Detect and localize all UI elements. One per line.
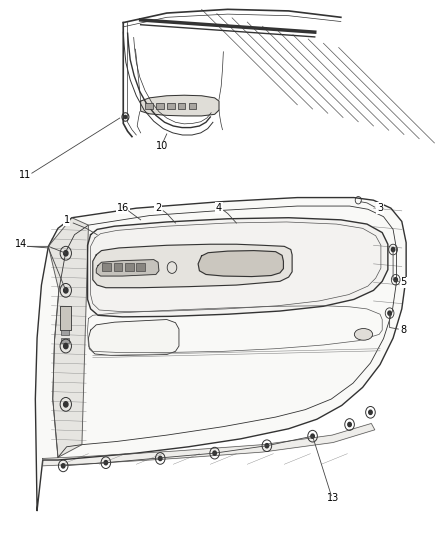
Text: 1: 1: [64, 215, 70, 225]
Polygon shape: [43, 423, 375, 466]
Circle shape: [394, 278, 397, 282]
Bar: [61, 338, 69, 343]
Text: 13: 13: [327, 492, 339, 503]
Circle shape: [124, 115, 127, 118]
Circle shape: [388, 311, 391, 316]
Polygon shape: [88, 319, 179, 356]
Circle shape: [348, 422, 351, 426]
Circle shape: [369, 410, 372, 415]
Text: 16: 16: [117, 203, 129, 213]
Bar: [125, 263, 134, 271]
Polygon shape: [93, 244, 292, 288]
Text: 14: 14: [15, 239, 27, 249]
Bar: [136, 263, 145, 271]
Bar: [167, 103, 175, 109]
Circle shape: [391, 247, 395, 252]
Bar: [145, 103, 153, 109]
Circle shape: [265, 443, 268, 448]
Text: 4: 4: [216, 203, 222, 213]
Bar: [102, 263, 111, 271]
Polygon shape: [96, 260, 159, 276]
Text: 3: 3: [377, 203, 383, 213]
Circle shape: [159, 456, 162, 461]
Circle shape: [213, 451, 216, 455]
Circle shape: [311, 434, 314, 438]
Circle shape: [104, 461, 108, 465]
Circle shape: [64, 343, 68, 349]
Bar: [178, 103, 185, 109]
Ellipse shape: [354, 328, 373, 340]
Text: 5: 5: [400, 277, 406, 287]
Text: 8: 8: [400, 325, 406, 335]
Circle shape: [61, 464, 65, 468]
Text: 10: 10: [156, 141, 169, 151]
Text: 2: 2: [155, 203, 161, 213]
Circle shape: [64, 288, 68, 293]
Polygon shape: [48, 217, 88, 457]
Polygon shape: [35, 198, 406, 511]
Bar: [156, 103, 164, 109]
Polygon shape: [141, 95, 219, 116]
Polygon shape: [198, 251, 283, 277]
Text: 11: 11: [19, 171, 32, 180]
Polygon shape: [88, 217, 388, 317]
Circle shape: [64, 251, 68, 256]
Bar: [61, 330, 69, 335]
Bar: [114, 263, 122, 271]
Bar: [188, 103, 196, 109]
Bar: [60, 306, 71, 330]
Circle shape: [64, 402, 68, 407]
